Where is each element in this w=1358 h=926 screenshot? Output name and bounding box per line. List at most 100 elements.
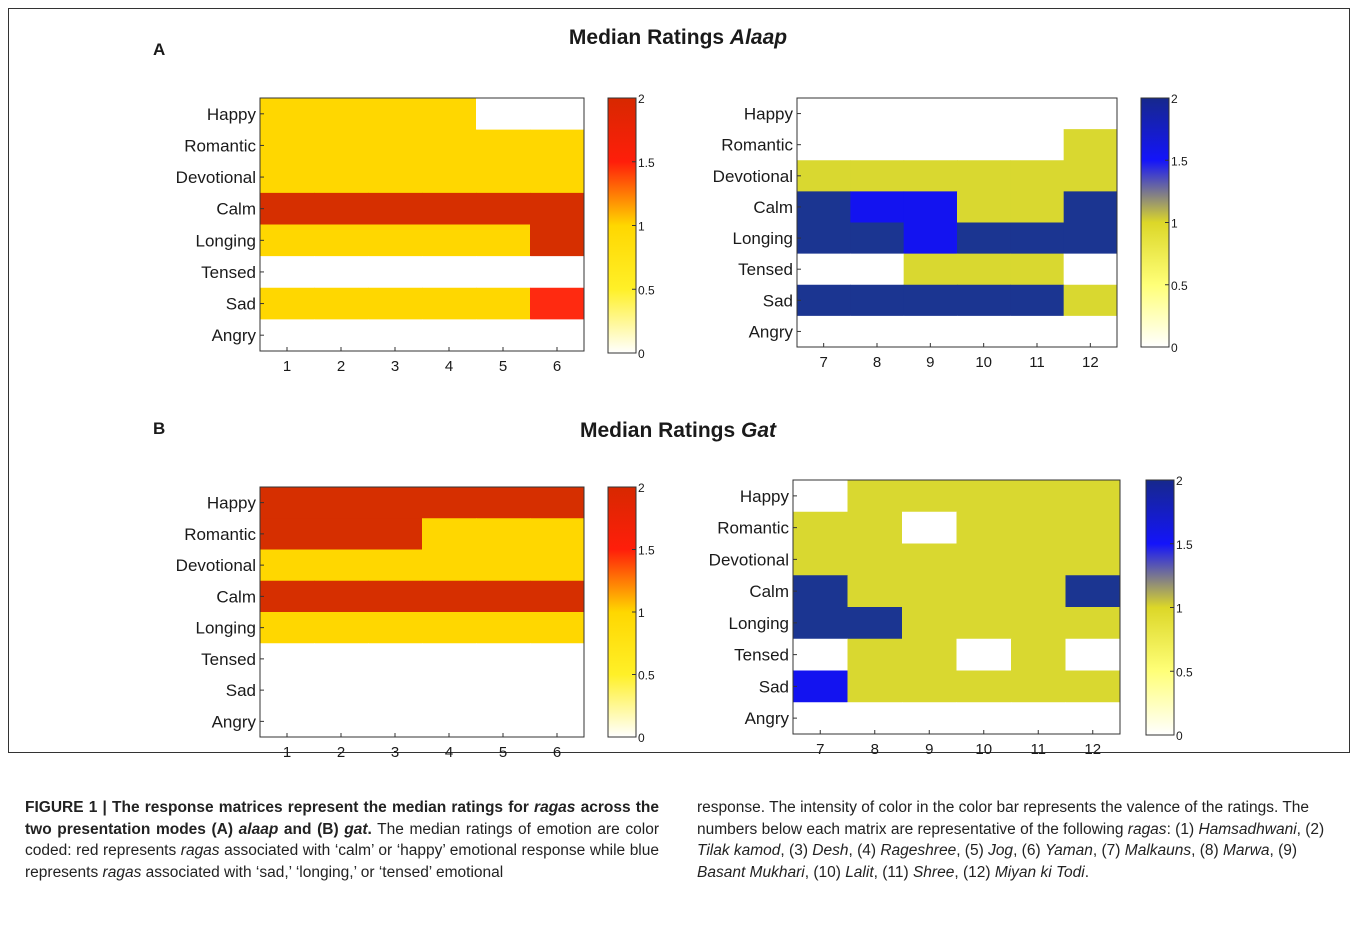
- heatmap-cell: [903, 191, 958, 223]
- panel-a-title-italic: Alaap: [729, 26, 788, 49]
- x-tick-label: 11: [1030, 741, 1046, 758]
- heatmap-cell: [903, 160, 958, 192]
- caption-left-segment: ragas: [534, 799, 576, 816]
- heatmap-cell: [314, 129, 369, 162]
- heatmap-cell: [797, 222, 851, 255]
- caption-right-segment: , (10): [804, 863, 846, 881]
- heatmap-cell: [797, 315, 851, 348]
- heatmap-cell: [368, 705, 423, 738]
- heatmap-cell: [368, 98, 423, 131]
- y-tick-label: Tensed: [201, 263, 256, 282]
- heatmap-cell: [476, 161, 531, 194]
- heatmap-cell: [476, 580, 531, 613]
- caption-left-segment: .: [367, 820, 372, 838]
- heatmap-cell: [847, 607, 903, 640]
- caption-right-segment: , (5): [956, 842, 989, 859]
- heatmap-cell: [956, 543, 1012, 576]
- y-tick-label: Angry: [212, 712, 257, 731]
- heatmap-cell: [902, 638, 957, 671]
- heatmap-cell: [422, 287, 477, 320]
- heatmap-cell: [1063, 129, 1118, 161]
- heatmap-cell: [314, 224, 369, 257]
- heatmap-cell: [1063, 160, 1118, 192]
- heatmap-cell: [793, 543, 848, 576]
- panel-b-title: Median Ratings Gat: [478, 419, 878, 443]
- heatmap-cell: [530, 705, 585, 738]
- caption-right-segment: , (3): [780, 842, 813, 859]
- heatmap-cell: [260, 580, 315, 613]
- y-tick-label: Happy: [740, 487, 790, 506]
- heatmap-cell: [902, 543, 957, 576]
- colorbar-tick-label: 0.5: [638, 283, 655, 297]
- heatmap-cell: [368, 674, 423, 707]
- heatmap-cell: [850, 98, 905, 130]
- caption-right-segment: Marwa: [1223, 842, 1270, 859]
- heatmap-cell: [422, 129, 477, 162]
- heatmap-cell: [1065, 480, 1121, 513]
- x-tick-label: 7: [819, 354, 827, 371]
- y-tick-label: Devotional: [709, 550, 789, 569]
- heatmap-cell: [368, 549, 423, 582]
- heatmap-cell: [260, 129, 315, 162]
- panel-a-title: Median Ratings Alaap: [478, 26, 878, 50]
- heatmap-cell: [314, 287, 369, 320]
- heatmap-cell: [476, 674, 531, 707]
- caption-right-segment: , (2): [1296, 820, 1325, 838]
- y-tick-label: Tensed: [734, 646, 789, 665]
- caption-right-segment: , (11): [873, 863, 913, 881]
- colorbar-tick-label: 2: [638, 92, 645, 106]
- y-tick-label: Happy: [207, 494, 257, 513]
- colorbar: [607, 486, 637, 738]
- heatmap-cell: [902, 511, 957, 544]
- heatmap-cell: [530, 98, 585, 131]
- heatmap-cell: [530, 674, 585, 707]
- heatmap-cell: [956, 702, 1012, 735]
- heatmap-cell: [797, 129, 851, 161]
- y-tick-label: Sad: [759, 677, 789, 696]
- x-tick-label: 8: [871, 741, 879, 758]
- heatmap-cell: [368, 518, 423, 550]
- heatmap-cell: [1065, 575, 1121, 608]
- colorbar-tick-label: 1.5: [1176, 538, 1193, 552]
- colorbar-tick-label: 0: [638, 347, 645, 361]
- heatmap-cell: [956, 638, 1012, 671]
- heatmap-cell: [797, 253, 851, 286]
- heatmap-cell: [314, 674, 369, 707]
- heatmap-cell: [314, 705, 369, 738]
- heatmap-cell: [902, 702, 957, 735]
- x-tick-label: 10: [975, 354, 992, 371]
- heatmap-cell: [476, 256, 531, 289]
- heatmap-cell: [368, 580, 423, 613]
- heatmap-cell: [530, 287, 585, 320]
- y-tick-label: Happy: [744, 105, 794, 124]
- heatmap-cell: [850, 191, 905, 223]
- caption-left-segment: associated with ‘calm’ or ‘happy’ emotio…: [25, 842, 659, 881]
- heatmap-cell: [422, 98, 477, 131]
- colorbar-tick-label: 2: [638, 481, 645, 495]
- heatmap-cell: [314, 612, 369, 644]
- heatmap-cell: [793, 480, 848, 513]
- y-tick-label: Angry: [749, 322, 794, 341]
- heatmap-cell: [260, 224, 315, 257]
- x-tick-label: 2: [337, 358, 345, 375]
- x-tick-label: 8: [873, 354, 881, 371]
- heatmap-cell: [422, 518, 477, 550]
- heatmap-cell: [476, 319, 531, 352]
- x-tick-label: 5: [499, 744, 507, 761]
- heatmap-cell: [902, 670, 957, 703]
- heatmap-cell: [476, 287, 531, 320]
- heatmap-cell: [1065, 670, 1121, 703]
- heatmap-cell: [1065, 638, 1121, 671]
- heatmap-cell: [314, 580, 369, 613]
- x-tick-label: 3: [391, 358, 399, 375]
- heatmap-cell: [956, 511, 1012, 544]
- heatmap-cell: [368, 192, 423, 225]
- heatmap-cell: [260, 98, 315, 131]
- heatmap-cell: [368, 161, 423, 194]
- caption-right-segment: Rageshree: [880, 842, 957, 859]
- caption-right-segment: Lalit: [845, 863, 874, 881]
- heatmap-cell: [793, 511, 848, 544]
- heatmap-cell: [476, 705, 531, 738]
- y-tick-label: Sad: [226, 295, 256, 314]
- colorbar-tick-label: 2: [1171, 92, 1178, 106]
